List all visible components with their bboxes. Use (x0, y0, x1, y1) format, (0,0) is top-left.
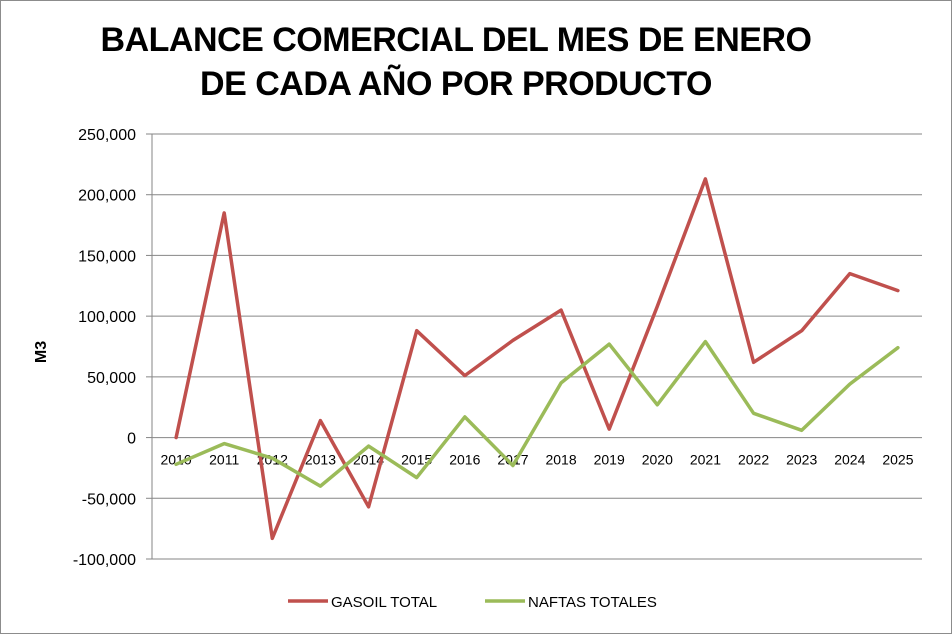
x-tick-label: 2011 (209, 452, 239, 468)
y-axis-tick-labels: 250,000 200,000 150,000 100,000 50,000 0 -50,0… (73, 127, 136, 569)
chart-title-line-1: BALANCE COMERCIAL DEL MES DE ENERO (100, 21, 812, 59)
x-tick-label: 2013 (305, 452, 336, 468)
x-tick-label: 2021 (690, 452, 721, 468)
x-tick-label: 2025 (882, 452, 913, 468)
y-tick-label: -100,000 (73, 552, 136, 569)
legend-label-0: GASOIL TOTAL (331, 594, 437, 611)
x-tick-label: 2016 (449, 452, 480, 468)
x-tick-label: 2020 (642, 452, 673, 468)
chart-title-line-2: DE CADA AÑO POR PRODUCTO (200, 65, 712, 103)
x-axis-tick-labels: 2010 2011 2012 2013 2014 2015 2016 2017 2018 2019… (160, 452, 913, 468)
series-lines (174, 177, 900, 541)
series-line-0 (174, 177, 900, 541)
x-tick-label: 2024 (834, 452, 865, 468)
y-tick-label: 100,000 (78, 309, 136, 326)
y-tick-label: 50,000 (87, 370, 136, 387)
grid-lines (146, 133, 922, 560)
y-axis-title: M3 (33, 341, 50, 363)
x-tick-label: 2015 (401, 452, 432, 468)
y-tick-label: 150,000 (78, 248, 136, 265)
y-tick-label: 0 (127, 431, 136, 448)
y-tick-label: 250,000 (78, 127, 136, 144)
x-tick-label: 2014 (353, 452, 384, 468)
x-tick-label: 2019 (594, 452, 625, 468)
y-tick-label: 200,000 (78, 188, 136, 205)
chart-title: BALANCE COMERCIAL DEL MES DE ENERO DE CA… (0, 18, 912, 106)
legend: GASOIL TOTAL NAFTAS TOTALES (288, 594, 657, 611)
x-tick-label: 2010 (160, 452, 191, 468)
x-tick-label: 2018 (545, 452, 576, 468)
legend-label-1: NAFTAS TOTALES (528, 594, 657, 611)
x-tick-label: 2022 (738, 452, 769, 468)
y-tick-label: -50,000 (82, 491, 136, 508)
x-tick-label: 2023 (786, 452, 817, 468)
series-line-1 (174, 339, 900, 488)
